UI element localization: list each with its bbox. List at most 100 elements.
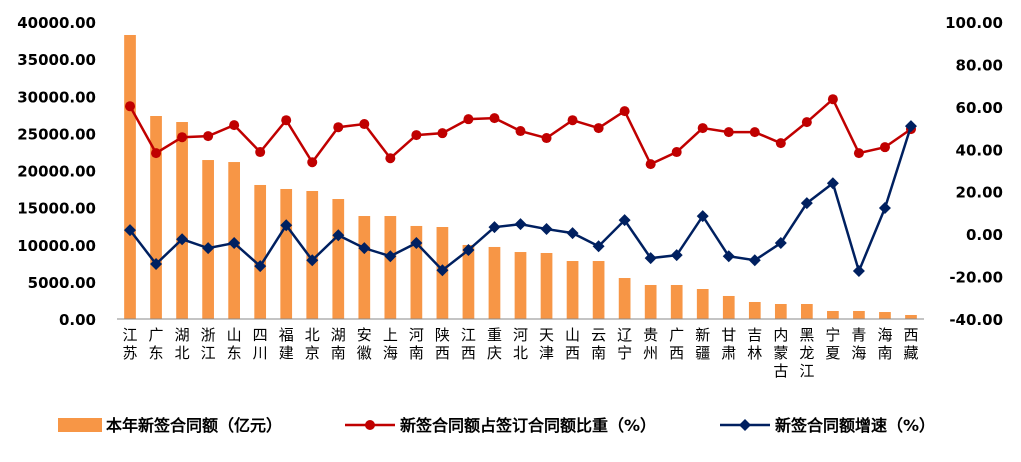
- legend: 本年新签合同额（亿元） 新签合同额占签订合同额比重（%） 新签合同额增速（%）: [58, 416, 935, 435]
- category-label: 四川: [253, 326, 268, 362]
- bar: [644, 284, 657, 319]
- left-tick-label: 10000.00: [17, 237, 96, 255]
- point-growth: [254, 260, 267, 273]
- category-label: 天津: [539, 326, 554, 362]
- bar: [827, 310, 839, 319]
- bar: [800, 304, 813, 319]
- legend-label-bar: 本年新签合同额（亿元）: [106, 416, 282, 435]
- category-label: 江西: [461, 326, 476, 362]
- category-label: 广西: [669, 326, 684, 362]
- right-tick-label: 20.00: [956, 184, 1003, 202]
- bar: [384, 216, 397, 319]
- category-label: 北京: [305, 326, 320, 362]
- point-growth: [722, 250, 735, 263]
- right-axis-ticks: -40.00 -20.00 0.00 20.00 40.00 60.00 80.00 100.…: [945, 14, 1003, 329]
- category-label: 吉林: [747, 326, 762, 362]
- bar: [514, 252, 527, 319]
- left-tick-label: 5000.00: [28, 274, 96, 292]
- point-ratio: [749, 127, 760, 138]
- left-tick-label: 30000.00: [17, 88, 96, 106]
- point-growth: [592, 240, 605, 253]
- point-ratio: [281, 115, 292, 126]
- point-ratio: [723, 127, 734, 138]
- category-label: 河北: [513, 326, 528, 362]
- bar: [592, 261, 605, 319]
- point-growth: [358, 242, 371, 255]
- bar: [176, 122, 188, 320]
- left-axis-ticks: 0.00 5000.00 10000.00 15000.00 20000.00 25000…: [17, 14, 96, 329]
- category-label: 重庆: [487, 326, 502, 362]
- point-growth: [514, 218, 527, 231]
- point-growth: [696, 210, 709, 223]
- point-growth: [800, 197, 813, 210]
- category-label: 内蒙古: [773, 326, 788, 380]
- bar: [280, 188, 293, 319]
- point-growth: [306, 254, 319, 267]
- category-label: 新疆: [695, 326, 710, 362]
- point-ratio: [879, 142, 890, 153]
- point-ratio: [593, 123, 604, 134]
- point-ratio: [853, 148, 864, 159]
- legend-label-growth: 新签合同额增速（%）: [775, 416, 935, 435]
- bar: [879, 312, 891, 319]
- point-ratio: [619, 106, 630, 117]
- bar: [618, 278, 631, 319]
- point-growth: [462, 244, 475, 257]
- point-growth: [176, 233, 189, 246]
- point-growth: [618, 214, 631, 227]
- point-ratio: [307, 157, 318, 168]
- right-tick-label: 40.00: [956, 141, 1003, 159]
- right-tick-label: -40.00: [949, 311, 1003, 329]
- category-label: 湖南: [331, 326, 346, 362]
- bar: [748, 301, 761, 319]
- point-growth: [540, 223, 553, 236]
- left-tick-label: 15000.00: [17, 200, 96, 218]
- legend-item-bar: 本年新签合同额（亿元）: [58, 416, 282, 435]
- point-ratio: [515, 126, 526, 137]
- point-growth: [774, 237, 787, 250]
- point-ratio: [697, 123, 708, 134]
- left-tick-label: 20000.00: [17, 163, 96, 181]
- point-growth: [410, 237, 423, 250]
- category-label: 贵州: [643, 326, 658, 362]
- point-growth: [852, 265, 865, 278]
- category-labels: 江苏广东湖北浙江山东四川福建北京湖南安徽上海河南陕西江西重庆河北天津山西云南辽宁…: [123, 326, 919, 380]
- bar-series: [124, 34, 917, 320]
- point-ratio: [359, 119, 370, 130]
- point-ratio: [541, 133, 552, 144]
- point-ratio: [801, 117, 812, 128]
- point-ratio: [203, 131, 214, 142]
- left-tick-label: 0.00: [59, 311, 96, 329]
- category-label: 云南: [591, 326, 606, 362]
- bar: [670, 284, 683, 319]
- right-tick-label: 60.00: [956, 99, 1003, 117]
- point-growth: [436, 264, 449, 277]
- line-series: [124, 94, 917, 278]
- point-ratio: [671, 147, 682, 158]
- category-label: 浙江: [201, 326, 216, 362]
- bar: [696, 289, 709, 319]
- point-growth: [124, 224, 137, 237]
- bar: [774, 304, 787, 319]
- category-label: 西藏: [903, 326, 918, 362]
- category-label: 广东: [149, 326, 164, 362]
- category-label: 甘肃: [721, 326, 736, 362]
- line-growth: [129, 125, 913, 275]
- point-growth: [384, 250, 397, 263]
- category-label: 海南: [877, 326, 892, 362]
- point-ratio: [333, 122, 344, 133]
- category-label: 山西: [565, 326, 580, 362]
- category-label: 安徽: [357, 326, 372, 362]
- category-label: 湖北: [175, 326, 190, 362]
- left-tick-label: 40000.00: [17, 14, 96, 32]
- point-growth: [332, 229, 345, 242]
- right-tick-label: -20.00: [949, 269, 1003, 287]
- category-label: 青海: [851, 326, 866, 362]
- category-label: 上海: [383, 326, 398, 362]
- point-growth: [878, 202, 891, 215]
- category-label: 陕西: [435, 326, 450, 362]
- point-growth: [566, 227, 579, 240]
- bar: [124, 34, 136, 320]
- bar: [905, 314, 917, 319]
